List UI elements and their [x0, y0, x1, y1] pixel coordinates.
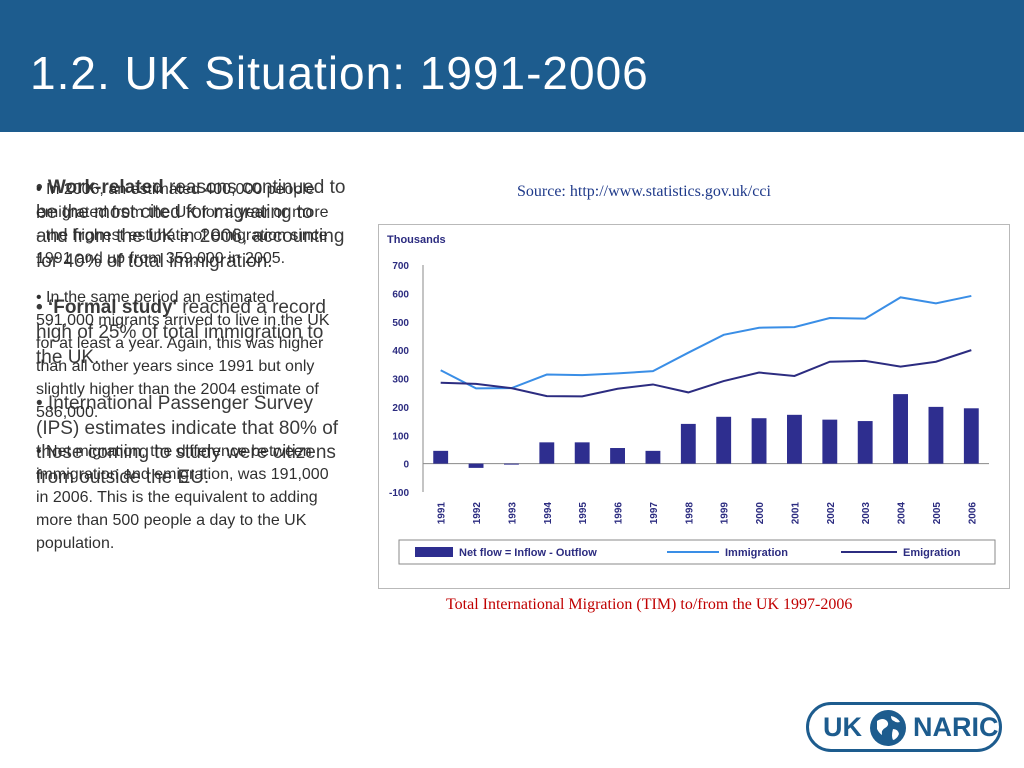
immigration-line	[440, 294, 972, 390]
summary-paragraph-1-bold: • Work-related	[36, 177, 164, 198]
y-tick-label: -100	[389, 488, 409, 499]
x-tick-label: 1998	[684, 502, 695, 525]
globe-icon	[870, 710, 906, 746]
chart-caption: Total International Migration (TIM) to/f…	[446, 596, 853, 613]
logo-naric-text: NARIC	[913, 712, 999, 742]
y-tick-label: 700	[392, 261, 409, 272]
y-tick-label: 0	[403, 460, 409, 471]
summary-paragraph-2-rest: reached a record high of 25% of total im…	[36, 297, 326, 368]
legend-immigration-label: Immigration	[725, 547, 788, 559]
x-tick-label: 1996	[614, 502, 625, 525]
x-tick-label: 1995	[578, 502, 589, 525]
x-tick-label: 2000	[755, 502, 766, 525]
uk-naric-logo: UK NARIC	[806, 702, 1002, 752]
y-tick-label: 500	[392, 318, 409, 329]
summary-paragraph-3: • International Passenger Survey (IPS) e…	[36, 393, 339, 488]
net-flow-bar	[751, 418, 767, 464]
chart-canvas: Thousands -100 0 100 200 300 400 500 600 700 1991 1…	[387, 234, 996, 565]
header-bar: 1.2. UK Situation: 1991-2006	[0, 0, 1024, 132]
summary-paragraph-2: • ‘Formal study' reached a record high o…	[36, 296, 346, 370]
y-tick-label: 200	[392, 403, 409, 414]
y-axis-label: Thousands	[387, 234, 446, 246]
source-note: Source: http://www.statistics.gov.uk/cci	[517, 183, 771, 200]
x-tick-label: 2001	[790, 502, 801, 525]
net-flow-bar	[574, 442, 590, 464]
y-tick-label: 300	[392, 375, 409, 386]
x-tick-label: 1991	[437, 502, 448, 525]
legend-net-label: Net flow = Inflow - Outflow	[459, 547, 597, 559]
x-tick-label: 2004	[897, 502, 908, 525]
x-tick-label: 2006	[967, 502, 978, 525]
detail-paragraph-2: • In the same period an estimated 591,00…	[36, 289, 330, 421]
summary-text-block: • Work-related reasons continued to be t…	[36, 176, 346, 513]
logo-uk-text: UK	[823, 712, 862, 742]
y-tick-label: 400	[392, 346, 409, 357]
net-flow-bar	[928, 406, 944, 464]
legend-box	[398, 539, 996, 565]
x-tick-label: 2005	[932, 502, 943, 525]
legend-net-swatch	[415, 547, 453, 557]
y-tick-label: 600	[392, 289, 409, 300]
y-tick-label: 100	[392, 431, 409, 442]
net-flow-bar	[680, 423, 696, 464]
net-flow-bar	[645, 450, 661, 464]
net-flow-bar	[963, 408, 979, 464]
summary-paragraph-1: • Work-related reasons continued to be t…	[36, 176, 346, 274]
detail-paragraph-3: • Net migration, the difference between …	[36, 443, 329, 552]
net-flow-bar	[822, 419, 838, 464]
net-flow-bar	[610, 448, 625, 464]
x-tick-label: 1992	[472, 502, 483, 525]
slide-title: 1.2. UK Situation: 1991-2006	[30, 47, 649, 99]
net-flow-bar	[433, 450, 449, 464]
x-tick-label: 1999	[720, 502, 731, 525]
net-flow-bar	[504, 463, 519, 465]
detail-paragraph-1: • In 2006, an estimated 400,000 people e…	[36, 181, 329, 267]
net-flow-bar	[857, 421, 873, 464]
detail-text-block: • In 2006, an estimated 400,000 people e…	[36, 178, 336, 571]
x-tick-label: 2002	[826, 502, 837, 525]
net-flow-bar	[893, 394, 908, 464]
legend-emigration-label: Emigration	[903, 547, 961, 559]
summary-paragraph-2-bold: • ‘Formal study'	[36, 297, 178, 319]
emigration-line	[440, 349, 972, 398]
net-flow-bar	[787, 414, 802, 464]
x-tick-label: 2003	[861, 502, 872, 525]
net-flow-bar	[539, 442, 555, 464]
migration-chart: Thousands -100 0 100 200 300 400 500 600 700 1991 1…	[378, 224, 1010, 589]
x-tick-label: 1997	[649, 502, 660, 525]
x-tick-label: 1993	[507, 502, 518, 525]
net-flow-bar	[716, 416, 732, 464]
summary-paragraph-1-rest: reasons continued to be the most cited f…	[36, 177, 346, 272]
net-flow-bar	[468, 463, 484, 468]
x-tick-label: 1994	[543, 502, 554, 525]
